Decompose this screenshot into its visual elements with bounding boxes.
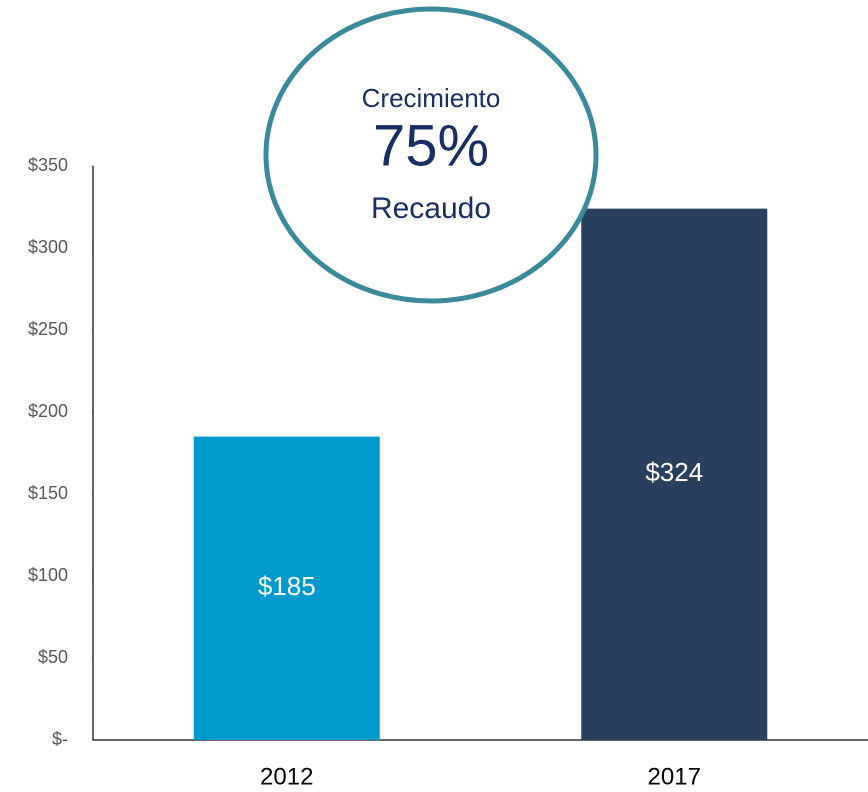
growth-circle — [263, 6, 599, 304]
y-tick-label: $- — [52, 729, 68, 749]
y-tick-label: $200 — [28, 401, 68, 421]
y-tick-label: $250 — [28, 319, 68, 339]
annotation: 75% — [373, 113, 489, 178]
y-tick-label: $150 — [28, 483, 68, 503]
annotation: Recaudo — [371, 192, 491, 225]
x-tick-label: 2017 — [648, 763, 701, 790]
bars: $185 $324 — [193, 208, 768, 740]
y-tick-label: $300 — [28, 237, 68, 257]
data-label: $185 — [258, 571, 316, 601]
x-tick-label: 2012 — [260, 763, 313, 790]
annotation: Crecimiento — [362, 83, 501, 113]
bar — [193, 436, 380, 740]
y-tick-label: $50 — [38, 647, 68, 667]
y-tick-label: $350 — [28, 155, 68, 175]
data-label: $324 — [645, 457, 703, 487]
bar — [581, 208, 768, 740]
y-tick-label: $100 — [28, 565, 68, 585]
